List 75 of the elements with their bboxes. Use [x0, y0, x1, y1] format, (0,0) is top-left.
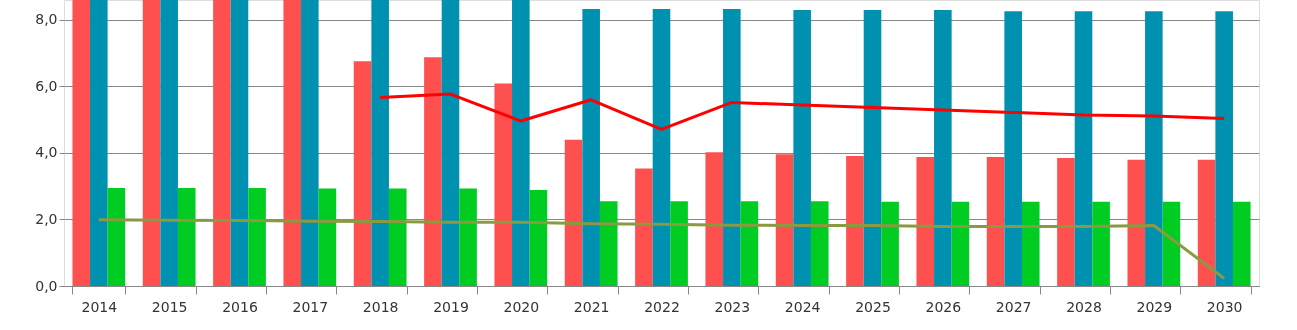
bar: [230, 0, 249, 286]
x-tick-label: 2028: [1066, 298, 1102, 315]
line-series: [378, 92, 1226, 131]
x-tick-label: 2022: [644, 298, 680, 315]
bar: [951, 201, 970, 286]
y-tick-label: 0,0: [35, 277, 58, 294]
bar: [1021, 201, 1040, 286]
x-tick-label: 2015: [151, 298, 188, 315]
bar: [810, 201, 829, 286]
bar: [863, 9, 882, 286]
y-tick-label: 6,0: [35, 77, 58, 94]
bar: [670, 201, 688, 286]
bar: [705, 152, 724, 286]
x-tick-label: 2021: [573, 298, 610, 315]
bar: [1127, 159, 1146, 286]
bar: [1232, 201, 1251, 286]
bar: [72, 0, 91, 286]
x-tick-label: 2026: [925, 298, 962, 315]
x-tick-label: 2025: [855, 298, 891, 315]
bar: [775, 154, 794, 286]
x-tick-label: 2023: [714, 298, 751, 315]
bar: [1074, 11, 1093, 286]
bar: [353, 61, 372, 286]
bar: [934, 9, 952, 286]
bar: [213, 0, 231, 286]
bar: [564, 139, 583, 286]
bar: [177, 187, 196, 286]
bar: [529, 189, 548, 286]
bar: [441, 0, 460, 286]
bar: [1162, 201, 1181, 286]
bar: [301, 0, 319, 286]
bar: [388, 188, 407, 286]
bar: [459, 188, 477, 286]
bar: [142, 0, 161, 286]
bar: [90, 0, 108, 286]
x-tick-label: 2018: [362, 298, 399, 315]
x-tick-label: 2017: [292, 298, 329, 315]
bar: [740, 201, 759, 286]
bar: [846, 155, 864, 286]
bar: [318, 188, 337, 286]
bar: [881, 201, 899, 286]
x-tick-label: 2014: [81, 298, 118, 315]
bar: [599, 201, 618, 286]
bar: [723, 8, 741, 286]
bar: [1092, 201, 1110, 286]
bar: [582, 8, 600, 286]
y-tick-label: 2,0: [35, 210, 58, 227]
y-tick-label: 4,0: [35, 144, 58, 161]
x-tick-label: 2020: [503, 298, 540, 315]
line-series: [97, 218, 1226, 280]
x-tick-label: 2016: [222, 298, 258, 315]
bar: [652, 8, 671, 286]
bar: [916, 156, 935, 286]
x-tick-label: 2027: [995, 298, 1032, 315]
bar: [512, 0, 530, 286]
bar: [371, 0, 389, 286]
bar: [635, 168, 653, 286]
x-tick-label: 2030: [1206, 298, 1243, 315]
x-tick-label: 2029: [1136, 298, 1173, 315]
bar: [107, 187, 126, 286]
bar: [1004, 11, 1022, 286]
bar: [793, 9, 811, 286]
bar: [1197, 159, 1216, 286]
bar: [424, 57, 442, 286]
x-tick-label: 2019: [433, 298, 469, 315]
bar: [1057, 157, 1075, 286]
bar: [986, 156, 1005, 286]
bar: [283, 0, 302, 286]
bar: [160, 0, 178, 286]
bar: [1215, 11, 1233, 286]
x-tick-label: 2024: [784, 298, 821, 315]
bar: [1145, 11, 1163, 286]
bar: [248, 187, 266, 286]
y-tick-label: 8,0: [35, 11, 58, 28]
bar: [494, 83, 513, 286]
